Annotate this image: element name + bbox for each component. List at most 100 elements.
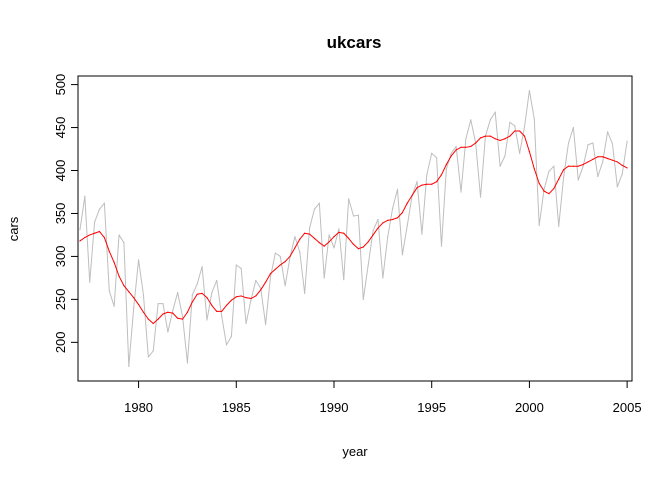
- data-point: [225, 304, 228, 306]
- data-point: [616, 186, 618, 188]
- data-point: [411, 194, 413, 197]
- data-point: [333, 247, 335, 249]
- x-tick-label: 1980: [124, 400, 153, 415]
- data-point: [538, 224, 540, 227]
- data-point: [523, 135, 526, 137]
- data-point: [587, 144, 589, 146]
- data-point: [602, 156, 604, 158]
- data-point: [372, 230, 374, 232]
- data-point: [484, 135, 487, 137]
- data-point: [548, 170, 550, 172]
- y-tick-label: 350: [53, 203, 68, 225]
- data-point: [274, 252, 276, 254]
- data-point: [318, 202, 320, 204]
- y-tick-label: 400: [53, 160, 68, 182]
- data-point: [186, 362, 189, 364]
- data-point: [94, 232, 96, 234]
- y-tick-label: 250: [53, 289, 68, 311]
- x-tick-label: 1995: [417, 400, 446, 415]
- data-point: [318, 242, 320, 244]
- data-point: [137, 259, 140, 261]
- data-point: [94, 221, 96, 223]
- data-point: [504, 138, 506, 140]
- data-point: [294, 236, 296, 238]
- data-point: [626, 140, 628, 142]
- data-point: [147, 356, 149, 358]
- data-point: [113, 261, 115, 264]
- data-point: [211, 304, 213, 306]
- data-point: [142, 294, 145, 296]
- series-raw: [79, 90, 628, 367]
- data-point: [416, 187, 418, 189]
- data-point: [533, 118, 535, 120]
- data-point: [567, 142, 570, 144]
- data-point: [162, 303, 164, 305]
- data-point: [504, 155, 506, 157]
- data-point: [245, 322, 247, 325]
- data-point: [206, 297, 208, 299]
- y-tick-label: 200: [53, 331, 68, 353]
- data-point: [250, 297, 252, 300]
- data-point: [621, 164, 623, 166]
- data-point: [455, 145, 457, 148]
- data-point: [450, 152, 452, 154]
- data-point: [147, 318, 149, 320]
- data-point: [118, 234, 120, 236]
- data-point: [470, 119, 472, 121]
- data-point: [377, 227, 379, 229]
- data-point: [279, 264, 281, 266]
- data-point: [367, 264, 369, 266]
- data-point: [553, 165, 555, 167]
- data-point: [372, 234, 374, 236]
- data-point: [401, 212, 403, 214]
- data-point: [479, 196, 482, 198]
- data-point: [602, 161, 604, 163]
- data-point: [216, 310, 218, 313]
- data-point: [225, 344, 228, 346]
- data-point: [89, 234, 91, 236]
- data-point: [172, 309, 174, 312]
- data-point: [475, 142, 477, 144]
- data-point: [489, 119, 491, 121]
- data-point: [323, 245, 325, 247]
- data-point: [470, 145, 472, 148]
- data-point: [563, 169, 565, 171]
- data-point: [558, 225, 560, 227]
- data-point: [299, 238, 301, 240]
- y-tick-label: 500: [53, 74, 68, 96]
- data-point: [362, 298, 364, 300]
- data-point: [592, 158, 594, 160]
- data-point: [328, 234, 330, 236]
- data-point: [284, 285, 286, 287]
- data-point: [357, 214, 360, 216]
- data-point: [352, 243, 355, 245]
- data-point: [186, 311, 189, 313]
- data-point: [191, 301, 193, 303]
- data-point: [450, 155, 452, 157]
- data-point: [279, 255, 281, 258]
- data-point: [431, 152, 433, 154]
- data-point: [304, 292, 306, 294]
- data-point: [523, 126, 526, 128]
- data-point: [157, 303, 159, 305]
- data-point: [435, 157, 438, 159]
- data-point: [152, 350, 154, 352]
- data-point: [177, 317, 179, 319]
- data-point: [348, 237, 350, 239]
- data-point: [509, 135, 511, 137]
- data-point: [260, 289, 262, 291]
- data-point: [299, 251, 301, 253]
- data-point: [177, 291, 179, 294]
- x-tick-label: 1990: [320, 400, 349, 415]
- data-point: [567, 165, 570, 167]
- data-point: [167, 311, 169, 313]
- data-point: [352, 215, 355, 217]
- data-point: [206, 319, 208, 321]
- data-point: [313, 237, 316, 239]
- data-point: [255, 279, 257, 282]
- data-point: [235, 296, 237, 298]
- data-point: [499, 139, 501, 142]
- data-point: [431, 183, 433, 185]
- data-point: [294, 247, 296, 249]
